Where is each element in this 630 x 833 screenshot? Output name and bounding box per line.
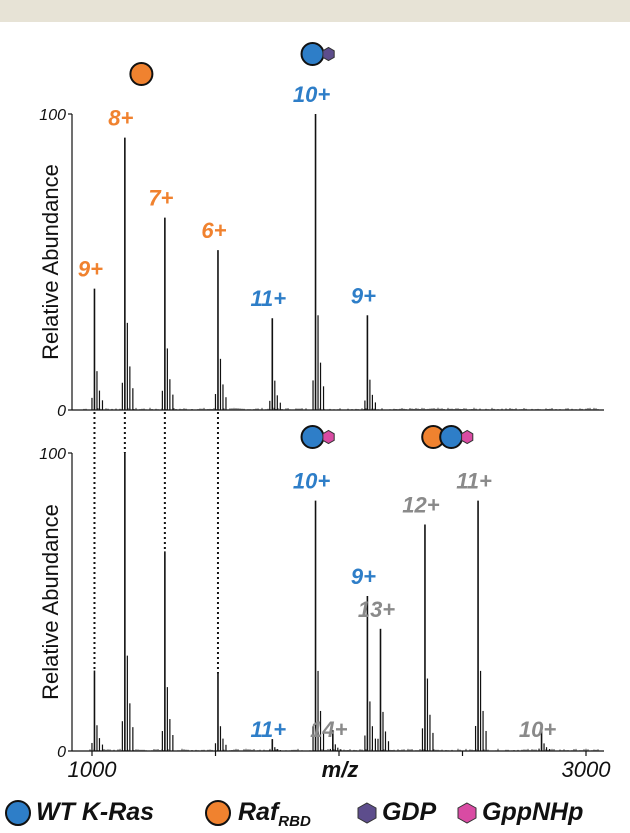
- charge-state-label: 11+: [456, 469, 492, 494]
- peak-9+: 9+: [78, 257, 103, 410]
- raf-rbd-circle-icon: [129, 62, 154, 86]
- wt-kras-circle-icon: [5, 800, 31, 826]
- peak-m1010: [91, 670, 104, 751]
- y-axis-title: Relative Abundance: [38, 164, 63, 360]
- y-tick-label: 100: [39, 107, 66, 124]
- peak-7+: 7+: [148, 186, 174, 410]
- peak-9+: 9+: [351, 564, 376, 751]
- x-tick-label: 1000: [68, 757, 118, 782]
- species-glyph-wt_kras_gdp: [300, 42, 335, 66]
- peak-m1133: [121, 453, 134, 751]
- legend-label-raf: RafRBD: [238, 798, 311, 830]
- gppnhp-hexagon-icon: [322, 429, 335, 445]
- legend-label-raf-subscript: RBD: [278, 813, 311, 830]
- charge-state-label: 11+: [250, 286, 286, 311]
- peak-m1510: [214, 673, 227, 751]
- charge-state-label: 11+: [250, 717, 286, 742]
- charge-state-label: 10+: [293, 469, 330, 494]
- charge-state-label: 13+: [358, 597, 395, 622]
- peak-8+: 8+: [108, 106, 134, 410]
- x-axis-title: m/z: [322, 757, 359, 782]
- wt-kras-circle-icon: [439, 425, 464, 449]
- charge-state-label: 9+: [351, 564, 376, 589]
- y-tick-label: 0: [57, 744, 66, 761]
- y-tick-label: 0: [57, 403, 66, 420]
- gdp-hexagon-icon: [357, 802, 377, 824]
- peak-9+: 9+: [351, 283, 376, 410]
- peak-11+: 11+: [250, 717, 286, 751]
- species-glyph-raf_rbd: [129, 62, 154, 86]
- charge-state-label: 6+: [201, 218, 226, 243]
- y-axis-title: Relative Abundance: [38, 504, 63, 700]
- peak-10+: 10+: [293, 469, 330, 751]
- peak-12+: 12+: [402, 493, 440, 751]
- x-tick-label: 3000: [562, 757, 612, 782]
- gppnhp-hexagon-icon: [457, 802, 477, 824]
- wt-kras-circle-icon: [300, 425, 325, 449]
- gppnhp-hexagon-icon: [461, 429, 474, 445]
- spectrum-panel-top: 100 0 Relative Abundance 9+ 8+ 7+ 6+ 11+ 10+ 9+: [38, 42, 604, 420]
- peak-6+: 6+: [201, 218, 227, 410]
- peak-10+: 10+: [519, 717, 556, 751]
- raf-rbd-circle-icon: [205, 800, 231, 826]
- y-tick-label: 100: [39, 446, 66, 463]
- charge-state-label: 10+: [519, 717, 556, 742]
- peak-11+: 11+: [456, 469, 492, 751]
- top-banner: [0, 0, 630, 22]
- legend-label-gdp: GDP: [382, 798, 437, 826]
- peak-11+: 11+: [250, 286, 286, 410]
- charge-state-label: 14+: [310, 717, 347, 742]
- legend-label-gppnhp: GppNHp: [482, 798, 584, 826]
- charge-state-label: 8+: [108, 106, 133, 131]
- legend-label-raf-text: Raf: [238, 798, 279, 826]
- species-glyph-complex: [421, 425, 474, 449]
- charge-state-label: 12+: [402, 493, 439, 518]
- wt-kras-circle-icon: [300, 42, 325, 66]
- peak-m1295: [161, 551, 174, 751]
- charge-state-label: 9+: [78, 257, 103, 282]
- charge-state-label: 7+: [148, 186, 173, 211]
- peak-10+: 10+: [293, 82, 330, 410]
- gdp-hexagon-icon: [322, 46, 335, 62]
- charge-state-label: 10+: [293, 82, 330, 107]
- legend: WT K-Ras RafRBD GDP GppNHp: [0, 795, 630, 833]
- charge-state-label: 9+: [351, 283, 376, 308]
- peak-13+: 13+: [358, 597, 395, 751]
- peak-14+: 14+: [310, 717, 348, 751]
- legend-label-wt-kras: WT K-Ras: [36, 798, 155, 826]
- species-glyph-wt_kras_gppnhp: [300, 425, 335, 449]
